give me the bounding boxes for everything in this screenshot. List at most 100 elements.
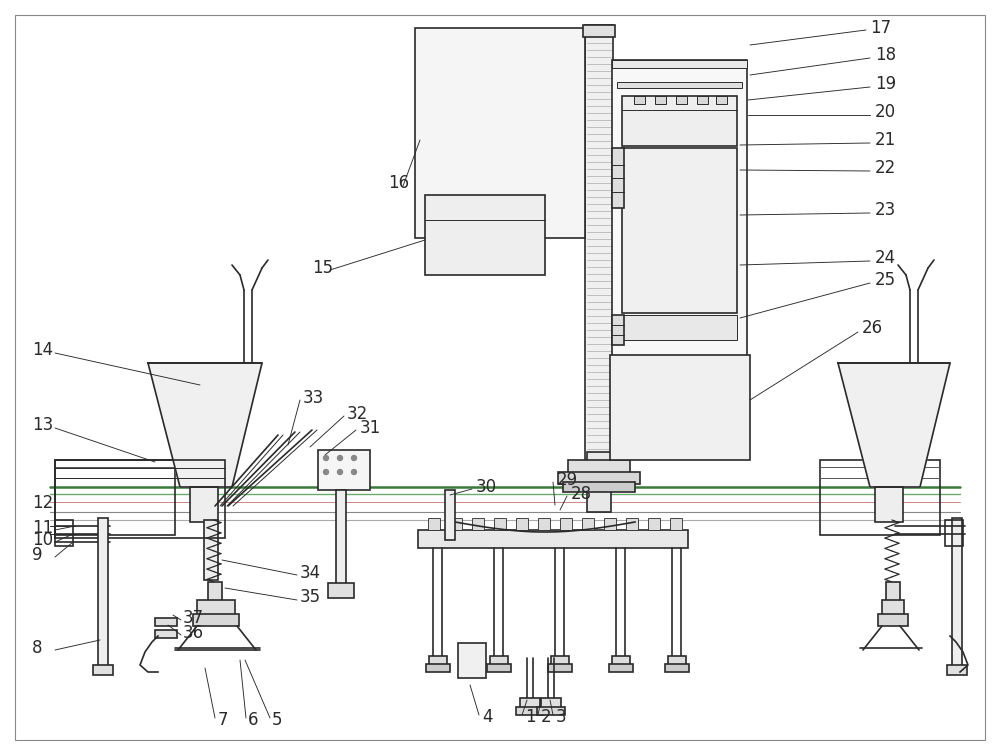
Bar [622,315,737,340]
Bar [945,520,963,546]
Bar [318,450,370,490]
Text: 17: 17 [870,19,891,37]
Bar [676,96,687,104]
Text: 30: 30 [476,478,497,496]
Text: 31: 31 [360,419,381,437]
Bar [541,698,561,708]
Text: 36: 36 [183,624,204,642]
Bar [458,643,486,678]
Bar [665,664,689,672]
Text: 20: 20 [875,103,896,121]
Bar [425,195,545,275]
Bar [98,518,108,668]
Bar [490,656,508,666]
Text: 32: 32 [347,405,368,423]
Bar [55,460,225,538]
Bar [445,490,455,540]
Text: 21: 21 [875,131,896,149]
Bar [604,518,616,530]
Bar [155,618,177,626]
Bar [551,656,569,666]
Bar [583,25,615,37]
Bar [612,148,624,208]
Text: 22: 22 [875,159,896,177]
Bar [626,518,638,530]
Text: 33: 33 [303,389,324,407]
Bar [587,452,611,512]
Bar [622,148,737,313]
Bar [655,96,666,104]
Circle shape [338,455,342,461]
Text: 16: 16 [388,174,409,192]
Bar [882,600,904,615]
Bar [193,614,239,626]
Text: 13: 13 [32,416,53,434]
Bar [648,518,660,530]
Bar [612,60,747,410]
Bar [190,487,218,522]
Bar [585,25,613,472]
Text: 29: 29 [557,471,578,489]
Bar [820,460,940,535]
Text: 9: 9 [32,546,42,564]
Text: 24: 24 [875,249,896,267]
Bar [670,518,682,530]
Text: 3: 3 [556,708,567,726]
Text: 23: 23 [875,201,896,219]
Bar [668,656,686,666]
Bar [697,96,708,104]
Bar [429,656,447,666]
Bar [538,518,550,530]
Text: 11: 11 [32,519,53,537]
Polygon shape [838,363,950,487]
Bar [426,664,450,672]
Text: 7: 7 [218,711,228,729]
Bar [328,583,354,598]
Bar [582,518,594,530]
Bar [568,460,630,475]
Text: 26: 26 [862,319,883,337]
Bar [612,60,747,68]
Bar [548,664,572,672]
Bar [634,96,645,104]
Bar [612,656,630,666]
Circle shape [352,455,356,461]
Text: 35: 35 [300,588,321,606]
Bar [516,518,528,530]
Bar [450,518,462,530]
Bar [947,665,967,675]
Circle shape [324,455,328,461]
Bar [415,28,585,238]
Bar [55,520,73,546]
Text: 15: 15 [312,259,333,277]
Bar [560,518,572,530]
Bar [55,460,175,535]
Bar [516,707,544,715]
Bar [418,530,688,548]
Text: 2: 2 [541,708,552,726]
Text: 12: 12 [32,494,53,512]
Text: 14: 14 [32,341,53,359]
Bar [617,82,742,88]
Text: 37: 37 [183,609,204,627]
Bar [494,518,506,530]
Bar [875,487,903,522]
Bar [886,582,900,602]
Bar [208,582,222,602]
Text: 18: 18 [875,46,896,64]
Bar [878,614,908,626]
Text: 25: 25 [875,271,896,289]
Bar [537,707,565,715]
Bar [197,600,235,615]
Bar [472,518,484,530]
Bar [93,665,113,675]
Text: 1: 1 [525,708,536,726]
Bar [336,490,346,585]
Text: 4: 4 [482,708,492,726]
Bar [563,482,635,492]
Bar [609,664,633,672]
Circle shape [324,470,328,474]
Bar [952,518,962,668]
Bar [155,630,177,638]
Bar [204,520,218,580]
